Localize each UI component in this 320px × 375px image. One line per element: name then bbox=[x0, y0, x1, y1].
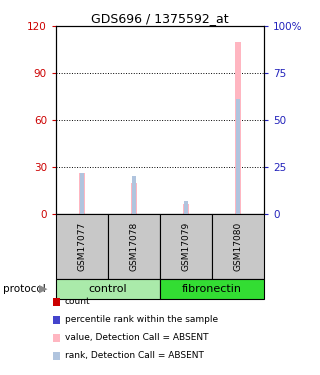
Bar bbox=[235, 42, 241, 214]
Text: count: count bbox=[65, 297, 90, 306]
Text: protocol: protocol bbox=[3, 284, 46, 294]
Bar bbox=[80, 172, 84, 214]
Text: rank, Detection Call = ABSENT: rank, Detection Call = ABSENT bbox=[65, 351, 204, 360]
Title: GDS696 / 1375592_at: GDS696 / 1375592_at bbox=[91, 12, 229, 25]
Bar bbox=[79, 173, 85, 214]
Text: fibronectin: fibronectin bbox=[182, 284, 242, 294]
Text: GSM17078: GSM17078 bbox=[130, 222, 139, 271]
Text: ▶: ▶ bbox=[39, 284, 47, 294]
Bar bbox=[236, 99, 240, 214]
Bar bbox=[131, 183, 137, 214]
Bar bbox=[132, 176, 136, 214]
Text: GSM17079: GSM17079 bbox=[181, 222, 190, 271]
Text: control: control bbox=[89, 284, 127, 294]
Text: GSM17080: GSM17080 bbox=[234, 222, 243, 271]
Text: value, Detection Call = ABSENT: value, Detection Call = ABSENT bbox=[65, 333, 208, 342]
Bar bbox=[184, 201, 188, 214]
Text: GSM17077: GSM17077 bbox=[77, 222, 86, 271]
Bar bbox=[183, 204, 189, 214]
Text: percentile rank within the sample: percentile rank within the sample bbox=[65, 315, 218, 324]
